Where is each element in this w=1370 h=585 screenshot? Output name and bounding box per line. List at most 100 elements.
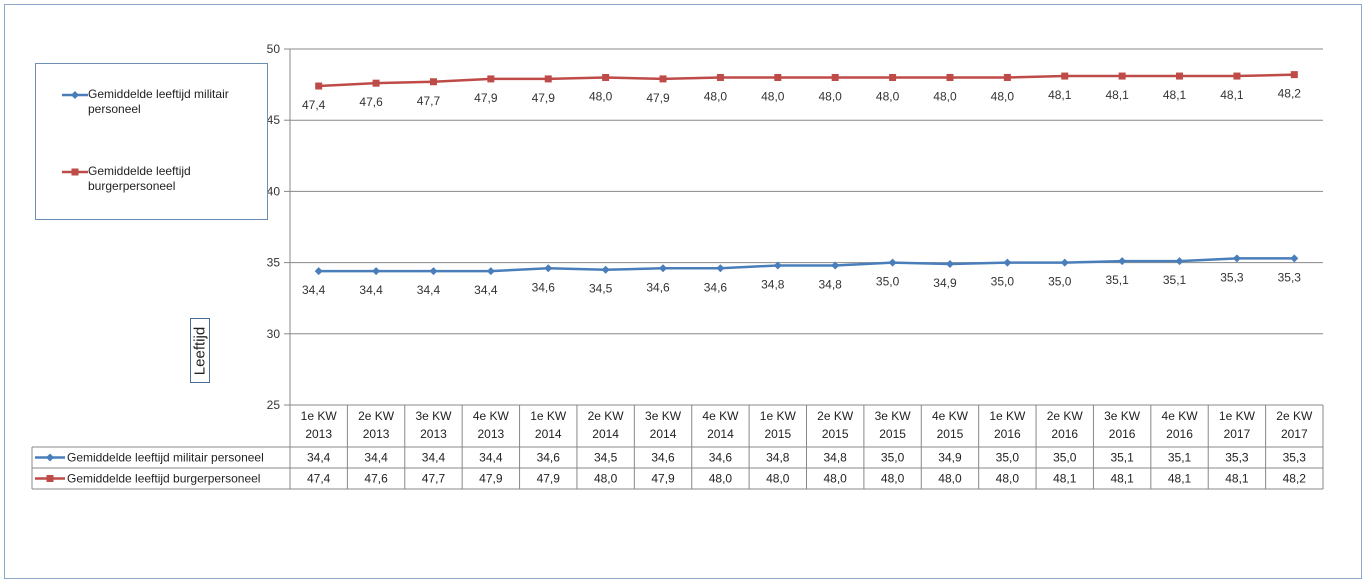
x-tick-label: 2e KW <box>1047 409 1084 423</box>
x-tick-label: 2013 <box>478 427 505 441</box>
data-label: 35,1 <box>1163 273 1187 287</box>
x-tick-label: 3e KW <box>645 409 682 423</box>
x-tick-label: 4e KW <box>473 409 510 423</box>
legend-item-militair: Gemiddelde leeftijd militair personeel <box>62 87 248 117</box>
data-label: 34,9 <box>933 276 957 290</box>
data-point <box>1176 72 1184 80</box>
data-label: 34,6 <box>704 280 728 294</box>
data-point <box>659 264 668 273</box>
data-label: 47,7 <box>417 94 441 108</box>
y-axis-title-box: Leeftijd <box>190 318 210 383</box>
data-point <box>1060 258 1069 267</box>
legend: Gemiddelde leeftijd militair personeel G… <box>35 63 268 220</box>
data-point <box>774 73 782 81</box>
data-point <box>601 265 610 274</box>
data-point <box>889 73 897 81</box>
x-tick-label: 2e KW <box>817 409 854 423</box>
table-cell: 48,1 <box>1110 472 1134 486</box>
table-row-header: Gemiddelde leeftijd militair personeel <box>67 451 264 465</box>
x-tick-label: 1e KW <box>1219 409 1256 423</box>
data-point <box>1118 72 1126 80</box>
table-cell: 47,9 <box>537 472 561 486</box>
data-point <box>314 267 323 276</box>
table-cell: 48,0 <box>709 472 733 486</box>
data-label: 34,6 <box>532 280 556 294</box>
x-tick-label: 2017 <box>1224 427 1251 441</box>
data-point <box>1118 257 1127 266</box>
table-cell: 47,4 <box>307 472 331 486</box>
data-label: 48,1 <box>1163 88 1187 102</box>
table-cell: 48,0 <box>824 472 848 486</box>
data-label: 48,0 <box>704 89 728 103</box>
x-tick-label: 2016 <box>1166 427 1193 441</box>
data-point <box>1175 257 1184 266</box>
data-label: 47,9 <box>646 91 670 105</box>
table-cell: 34,9 <box>938 451 962 465</box>
data-point <box>486 267 495 276</box>
x-tick-label: 2015 <box>879 427 906 441</box>
data-label: 34,8 <box>761 277 785 291</box>
x-tick-label: 2014 <box>535 427 562 441</box>
x-tick-label: 2013 <box>363 427 390 441</box>
table-cell: 34,8 <box>824 451 848 465</box>
data-label: 34,4 <box>474 283 498 297</box>
chart-frame <box>4 4 1362 579</box>
data-label: 35,0 <box>876 275 900 289</box>
data-label: 48,0 <box>819 89 843 103</box>
data-label: 35,0 <box>991 275 1015 289</box>
y-tick-label: 40 <box>267 184 281 198</box>
table-cell: 48,0 <box>996 472 1020 486</box>
data-label: 35,0 <box>1048 275 1072 289</box>
data-point <box>1232 254 1241 263</box>
y-tick-label: 45 <box>267 113 281 127</box>
table-cell: 34,6 <box>651 451 675 465</box>
table-cell: 47,7 <box>422 472 446 486</box>
table-cell: 48,0 <box>938 472 962 486</box>
x-tick-label: 2016 <box>1051 427 1078 441</box>
data-point <box>372 267 381 276</box>
data-label: 48,0 <box>991 89 1015 103</box>
data-label: 34,4 <box>359 283 383 297</box>
table-cell: 47,6 <box>364 472 388 486</box>
data-point <box>315 82 323 90</box>
x-tick-label: 2e KW <box>358 409 395 423</box>
data-label: 35,1 <box>1105 273 1129 287</box>
table-cell: 34,5 <box>594 451 618 465</box>
x-tick-label: 2016 <box>1109 427 1136 441</box>
data-point <box>602 73 610 81</box>
data-point <box>1290 71 1298 79</box>
data-point <box>1233 72 1241 80</box>
x-tick-label: 2013 <box>305 427 332 441</box>
x-tick-label: 2015 <box>764 427 791 441</box>
data-label: 48,0 <box>589 89 613 103</box>
x-tick-label: 2015 <box>937 427 964 441</box>
x-tick-label: 2014 <box>650 427 677 441</box>
table-row-header: Gemiddelde leeftijd burgerpersoneel <box>67 472 260 486</box>
table-cell: 47,9 <box>651 472 675 486</box>
table-cell: 34,4 <box>364 451 388 465</box>
data-point <box>1003 258 1012 267</box>
x-tick-label: 4e KW <box>702 409 739 423</box>
data-point <box>1290 254 1299 263</box>
x-tick-label: 2014 <box>592 427 619 441</box>
y-tick-label: 50 <box>267 42 281 56</box>
data-point <box>487 75 495 83</box>
data-label: 34,6 <box>646 280 670 294</box>
y-tick-label: 25 <box>267 398 281 412</box>
data-label: 48,1 <box>1048 88 1072 102</box>
table-cell: 48,0 <box>594 472 618 486</box>
data-label: 47,6 <box>359 95 383 109</box>
data-point <box>544 264 553 273</box>
data-point <box>945 260 954 269</box>
table-cell: 34,4 <box>422 451 446 465</box>
legend-marker-burger-icon <box>62 165 88 179</box>
data-label: 47,4 <box>302 98 326 112</box>
y-axis-title: Leeftijd <box>191 326 209 375</box>
table-legend-marker-icon <box>46 475 54 482</box>
legend-label: Gemiddelde leeftijd militair personeel <box>88 87 229 116</box>
legend-marker-militair-icon <box>62 88 88 102</box>
table-cell: 34,4 <box>307 451 331 465</box>
data-label: 47,9 <box>532 91 556 105</box>
data-point <box>716 264 725 273</box>
table-cell: 35,0 <box>996 451 1020 465</box>
